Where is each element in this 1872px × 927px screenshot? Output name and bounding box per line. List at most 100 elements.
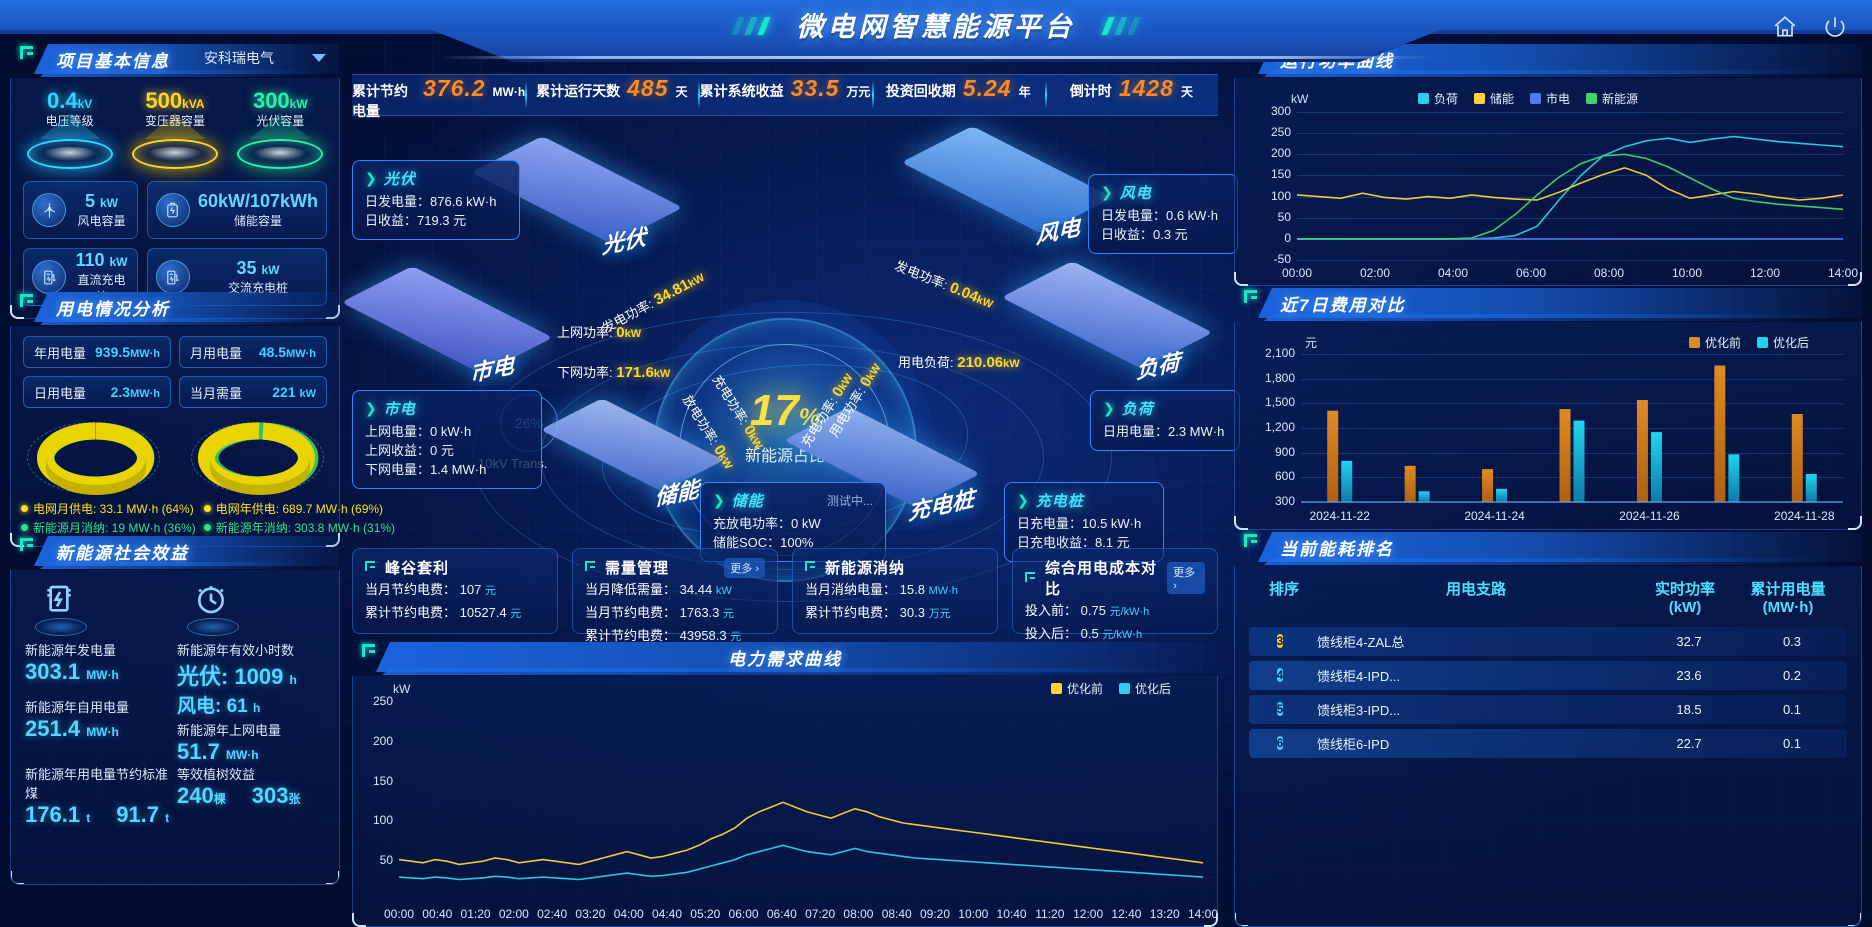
benefit-value-pv: 光伏: 1009 bbox=[177, 664, 284, 689]
iso-node-storage[interactable]: 储能 bbox=[540, 398, 724, 511]
card-corner-icon bbox=[585, 561, 598, 574]
rank-branch-name: 馈线柜3-IPD... bbox=[1317, 703, 1401, 718]
usage-label: 日用电量 bbox=[34, 385, 87, 401]
kpi-unit: 年 bbox=[1018, 85, 1031, 99]
rank-branch-name: 馈线柜4-IPD... bbox=[1317, 669, 1401, 684]
arrow-icon: ❯ bbox=[713, 492, 725, 508]
legend-text: 电网年供电: 689.7 MW·h (69%) bbox=[215, 502, 384, 516]
rank-badge: 3 bbox=[1276, 634, 1284, 648]
card-line-unit: kW bbox=[715, 585, 732, 597]
capacity-label: 交流充电桩 bbox=[227, 281, 288, 295]
panel-title: 电力需求曲线 bbox=[728, 650, 842, 669]
benefit-value-wind: 风电: 61 bbox=[177, 696, 248, 717]
flow-label: 发电功率: bbox=[892, 257, 950, 293]
card-line-value: 34.44 bbox=[679, 582, 713, 597]
flow-value: 171.6 bbox=[616, 364, 654, 381]
card-demand-management: 需量管理 更多 › 当月降低需量： 34.44 kW 当月节约电费： 1763.… bbox=[572, 548, 778, 643]
usage-unit: MW·h bbox=[286, 348, 316, 360]
card-line-label: 累计节约电费： bbox=[585, 628, 677, 643]
more-button[interactable]: 更多 › bbox=[1167, 562, 1205, 594]
panel-corner-icon bbox=[20, 294, 37, 311]
ring-label: 光伏容量 bbox=[256, 114, 305, 128]
usage-label: 年用电量 bbox=[34, 345, 87, 361]
flow-label: 下网功率: bbox=[557, 365, 613, 380]
info-name: 风电 bbox=[1119, 185, 1152, 202]
flow-import-power: 下网功率: 171.6kW bbox=[557, 362, 670, 381]
panel-corner-icon bbox=[362, 644, 379, 661]
arrow-icon: ❯ bbox=[1017, 492, 1029, 508]
iso-node-wind[interactable]: 风电 bbox=[901, 126, 1113, 249]
arrow-icon: ❯ bbox=[1101, 184, 1113, 200]
info-line: 日充电量：10.5 kW·h bbox=[1017, 516, 1142, 531]
card-title: 综合用电成本对比 bbox=[1045, 560, 1158, 598]
power-icon[interactable] bbox=[1822, 14, 1848, 45]
capacity-value: 60kW/107kWh bbox=[197, 191, 318, 211]
usage-value: 48.5 bbox=[258, 344, 287, 360]
info-name: 市电 bbox=[383, 401, 416, 418]
iso-node-pv[interactable]: 光伏 bbox=[471, 136, 683, 259]
usage-value: 939.5 bbox=[95, 344, 131, 360]
usage-card: 当月需量 221 kW bbox=[179, 376, 327, 408]
ring-value: 500 bbox=[145, 88, 183, 113]
arrow-icon: ❯ bbox=[1103, 400, 1115, 416]
usage-cards: 年用电量 939.5MW·h 月用电量 48.5MW·h 日用电量 2.3MW·… bbox=[11, 326, 339, 412]
flow-label: 上网功率: bbox=[557, 325, 613, 340]
rank-col-energy: 累计用电量 (MW·h) bbox=[1750, 581, 1826, 616]
benefit-items: 新能源年发电量 303.1 MW·h 新能源年自用电量 251.4 MW·h 新… bbox=[11, 570, 339, 764]
arrow-icon: ❯ bbox=[365, 170, 377, 186]
hub-percent: 17 bbox=[749, 386, 799, 435]
ring-label: 电压等级 bbox=[45, 114, 94, 128]
kpi-strip: 累计节约电量 376.2 MW·h 累计运行天数 485 天 累计系统收益 33… bbox=[352, 74, 1218, 119]
capacity-value: 35 bbox=[236, 258, 257, 278]
legend-text: 新能源年消纳: 303.8 MW·h (31%) bbox=[215, 521, 396, 535]
benefit-item-hours: 新能源年有效小时数 光伏: 1009 h 风电: 61 h 新能源年上网电量 5… bbox=[177, 582, 325, 764]
usage-card: 日用电量 2.3MW·h bbox=[23, 376, 171, 408]
benefit-value: 251.4 bbox=[25, 716, 81, 741]
iso-node-grid[interactable]: 市电 bbox=[341, 266, 553, 387]
rank-power: 18.5 bbox=[1676, 702, 1702, 717]
usage-card: 年用电量 939.5MW·h bbox=[23, 336, 171, 368]
ring-value: 300 bbox=[252, 88, 290, 113]
page-title: 微电网智慧能源平台 bbox=[796, 12, 1076, 42]
panel-title: 项目基本信息 bbox=[56, 52, 170, 71]
kpi-unit: 万元 bbox=[846, 85, 871, 99]
table-row[interactable]: 6 馈线柜6-IPD 22.7 0.1 bbox=[1249, 729, 1847, 758]
capacity-card-wind: 5 kW 风电容量 bbox=[23, 181, 138, 239]
table-row[interactable]: 5 馈线柜3-IPD... 18.5 0.1 bbox=[1249, 695, 1847, 724]
info-line: 日发电量：876.6 kW·h bbox=[365, 194, 497, 209]
home-icon[interactable] bbox=[1772, 14, 1798, 45]
project-select[interactable]: 安科瑞电气 bbox=[204, 48, 326, 68]
ring-disc bbox=[237, 139, 324, 169]
panel-corner-icon bbox=[20, 538, 37, 555]
benefit-label: 新能源年发电量 bbox=[25, 643, 117, 658]
iso-node-load[interactable]: 负荷 bbox=[1001, 261, 1213, 384]
more-button[interactable]: 更多 › bbox=[724, 557, 765, 578]
panel-header: 项目基本信息 安科瑞电气 bbox=[10, 44, 340, 78]
legend-item: 储能 bbox=[1474, 90, 1514, 107]
card-line-value: 10527.4 bbox=[459, 605, 507, 620]
card-line-value: 0.75 bbox=[1080, 603, 1106, 618]
info-line: 日充电收益：8.1 元 bbox=[1017, 535, 1130, 550]
card-line-unit: 元/kW·h bbox=[1102, 629, 1143, 641]
card-line-unit: 元 bbox=[730, 631, 742, 643]
panel-energy-rank: 当前能耗排名 排序 用电支路 实时功率 (kW) 累计用电量 (MW·h) 3 馈线… bbox=[1234, 532, 1862, 927]
rank-branch-name: 馈线柜4-ZAL总 bbox=[1317, 635, 1405, 650]
info-line: 日收益：0.3 元 bbox=[1101, 227, 1188, 242]
kpi-unit: MW·h bbox=[492, 85, 526, 99]
legend-dot-renewable bbox=[21, 524, 28, 531]
card-line-label: 当月降低需量： bbox=[585, 582, 677, 597]
panel-title: 当前能耗排名 bbox=[1280, 540, 1394, 559]
table-row[interactable]: 3 馈线柜4-ZAL总 32.7 0.3 bbox=[1249, 627, 1847, 656]
usage-unit: MW·h bbox=[130, 348, 160, 360]
flow-unit: kW bbox=[1003, 358, 1020, 370]
card-line-label: 累计节约电费： bbox=[365, 605, 457, 620]
rank-col-order: 排序 bbox=[1268, 581, 1299, 598]
panel-body: 年用电量 939.5MW·h 月用电量 48.5MW·h 日用电量 2.3MW·… bbox=[10, 326, 395, 547]
rank-power: 22.7 bbox=[1676, 736, 1702, 751]
card-line-unit: 万元 bbox=[928, 608, 951, 620]
card-line-unit: 元/kW·h bbox=[1109, 606, 1150, 618]
table-row[interactable]: 4 馈线柜4-IPD... 23.6 0.2 bbox=[1249, 661, 1847, 690]
rank-badge: 6 bbox=[1276, 736, 1284, 750]
info-line: 上网收益：0 元 bbox=[365, 443, 454, 458]
rank-power: 32.7 bbox=[1676, 634, 1702, 649]
